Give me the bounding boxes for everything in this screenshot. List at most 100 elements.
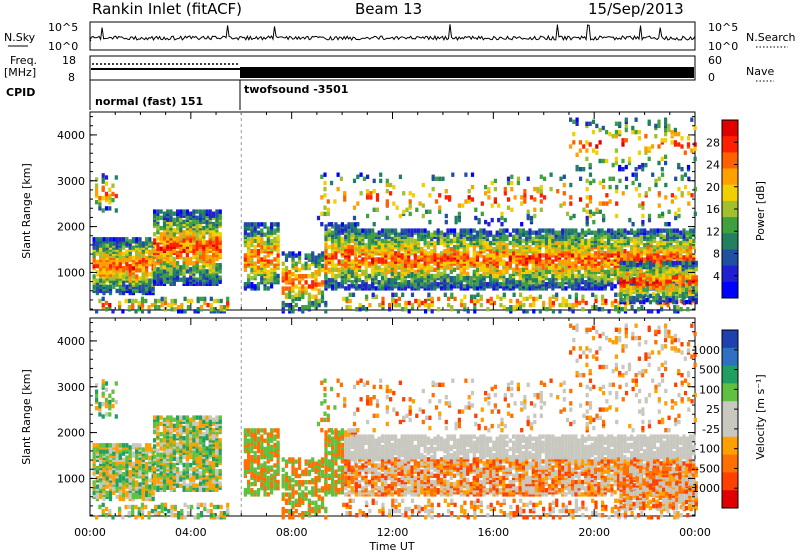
power-cell xyxy=(381,272,384,276)
power-cell xyxy=(186,249,189,253)
power-cell xyxy=(410,272,413,276)
power-cell xyxy=(602,201,605,205)
power-cell xyxy=(215,263,218,267)
power-cell xyxy=(119,289,122,293)
power-cell xyxy=(169,222,172,226)
power-cell xyxy=(273,257,276,261)
power-cell xyxy=(599,159,602,163)
power-cell xyxy=(192,255,195,259)
power-cell xyxy=(295,297,298,301)
power-cell xyxy=(636,281,639,285)
power-cell xyxy=(599,210,602,214)
power-cell xyxy=(254,284,257,288)
power-cell xyxy=(476,255,479,259)
power-cell xyxy=(138,237,141,241)
power-cell xyxy=(591,264,594,268)
power-cell xyxy=(404,268,407,272)
power-cell xyxy=(496,251,499,255)
power-cell xyxy=(612,134,615,138)
power-cell xyxy=(347,284,350,288)
power-cell xyxy=(466,272,469,276)
power-cell xyxy=(327,212,330,216)
power-cell xyxy=(125,272,128,276)
power-cell xyxy=(328,237,331,241)
power-cell xyxy=(210,303,213,307)
power-cell xyxy=(427,293,430,297)
power-cell xyxy=(273,228,276,232)
y-tick-label: 1000 xyxy=(57,266,85,279)
power-cell xyxy=(648,120,651,124)
power-cell xyxy=(338,282,341,286)
power-cell xyxy=(504,187,507,191)
power-cell xyxy=(199,255,202,259)
power-cell xyxy=(430,255,433,259)
power-cell xyxy=(675,261,678,265)
power-cell xyxy=(341,284,344,288)
power-cell xyxy=(450,228,453,232)
power-cell xyxy=(156,273,159,277)
power-cell xyxy=(527,214,530,218)
power-cell xyxy=(539,309,542,313)
power-cell xyxy=(621,142,624,146)
power-cell xyxy=(125,285,128,289)
power-cell xyxy=(545,282,548,286)
power-cell xyxy=(361,270,364,274)
power-cell xyxy=(473,299,476,303)
power-cell xyxy=(571,235,574,239)
power-cell xyxy=(629,286,632,290)
power-cell xyxy=(674,132,677,136)
power-cell xyxy=(555,231,558,235)
power-cell xyxy=(186,230,189,234)
power-cell xyxy=(535,297,538,301)
power-cell xyxy=(328,278,331,282)
power-cell xyxy=(142,258,145,262)
power-cell xyxy=(486,307,489,311)
power-cell xyxy=(247,222,250,226)
power-cell xyxy=(528,280,531,284)
power-cell xyxy=(676,228,679,232)
power-cell xyxy=(626,296,629,300)
power-cell xyxy=(277,235,280,239)
power-cell xyxy=(389,191,392,195)
power-cell xyxy=(163,212,166,216)
power-cell xyxy=(523,189,526,193)
power-cell xyxy=(528,255,531,259)
power-cell xyxy=(267,286,270,290)
power-cell xyxy=(602,179,605,183)
power-cell xyxy=(474,208,477,212)
power-cell xyxy=(604,299,607,303)
power-cell xyxy=(633,277,636,281)
power-cell xyxy=(102,177,105,181)
power-cell xyxy=(489,282,492,286)
power-cell xyxy=(649,265,652,269)
power-cell xyxy=(619,294,622,298)
power-cell xyxy=(655,279,658,283)
power-cell xyxy=(682,292,685,296)
power-cell xyxy=(401,228,404,232)
power-cell xyxy=(666,243,669,247)
power-cell xyxy=(353,179,356,183)
power-cell xyxy=(344,235,347,239)
power-cell xyxy=(502,228,505,232)
power-cell xyxy=(512,255,515,259)
power-cell xyxy=(441,177,444,181)
power-cell xyxy=(509,255,512,259)
power-cell xyxy=(665,286,668,290)
power-cell xyxy=(695,286,698,290)
power-cell xyxy=(561,228,564,232)
power-cell xyxy=(558,274,561,278)
power-cell xyxy=(160,216,163,220)
power-cell xyxy=(623,279,626,283)
power-cell xyxy=(179,234,182,238)
power-cell xyxy=(285,272,288,276)
power-cell xyxy=(450,266,453,270)
power-cell xyxy=(643,243,646,247)
power-cell xyxy=(473,270,476,274)
power-cell xyxy=(122,287,125,291)
power-cell xyxy=(492,247,495,251)
cpid-strip: CPID normal (fast) 151 twofsound -3501 xyxy=(6,80,348,110)
power-cell xyxy=(331,255,334,259)
power-cell xyxy=(288,307,291,311)
power-cell xyxy=(569,195,572,199)
power-cell xyxy=(428,193,431,197)
